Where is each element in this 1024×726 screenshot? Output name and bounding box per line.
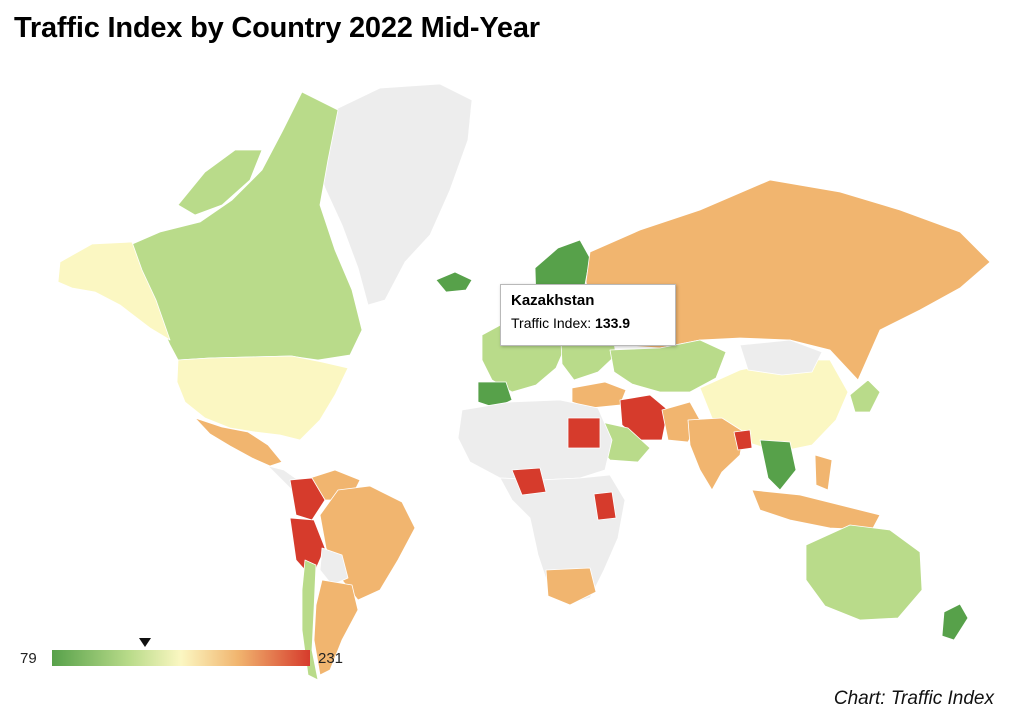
country-kazakhstan[interactable]	[609, 339, 727, 393]
legend-value-marker	[139, 638, 152, 647]
country-peru[interactable]	[289, 517, 326, 579]
legend-color-scale	[52, 650, 310, 666]
chart-credit: Chart: Traffic Index	[833, 688, 994, 709]
country-mongolia[interactable]	[739, 339, 823, 376]
country-alaska[interactable]	[57, 241, 171, 341]
country-greenland[interactable]	[311, 83, 473, 306]
country-canada[interactable]	[129, 91, 363, 361]
country-colombia[interactable]	[289, 477, 326, 521]
country-egypt[interactable]	[567, 417, 601, 449]
tooltip-metric-value: 133.9	[595, 315, 631, 331]
country-mexico[interactable]	[194, 417, 283, 467]
tooltip-country-name: Kazakhstan	[511, 292, 595, 309]
legend-max-label: 231	[318, 650, 344, 667]
country-japan[interactable]	[849, 379, 881, 413]
country-australia[interactable]	[805, 524, 923, 621]
country-philippines[interactable]	[814, 454, 833, 491]
country-indonesia[interactable]	[751, 489, 881, 531]
country-tooltip: Kazakhstan Traffic Index: 133.9	[500, 284, 676, 346]
country-nigeria[interactable]	[511, 467, 547, 496]
page-title: Traffic Index by Country 2022 Mid-Year	[14, 12, 540, 44]
legend-min-label: 79	[20, 650, 37, 667]
country-argentina[interactable]	[313, 579, 359, 676]
country-kenya[interactable]	[593, 491, 617, 521]
country-india[interactable]	[687, 417, 745, 491]
country-iran[interactable]	[619, 394, 669, 441]
country-bangladesh[interactable]	[733, 429, 753, 451]
tooltip-metric-label: Traffic Index:	[511, 315, 592, 331]
country-south-africa[interactable]	[545, 567, 597, 606]
country-se-asia[interactable]	[759, 439, 797, 491]
country-bolivia[interactable]	[319, 547, 349, 586]
country-usa[interactable]	[176, 355, 349, 441]
tooltip-metric-line: Traffic Index: 133.9	[511, 315, 665, 331]
country-arctic-islands[interactable]	[177, 149, 263, 216]
country-new-zealand[interactable]	[941, 603, 969, 641]
country-central-africa[interactable]	[499, 474, 626, 605]
country-iceland[interactable]	[435, 271, 473, 293]
